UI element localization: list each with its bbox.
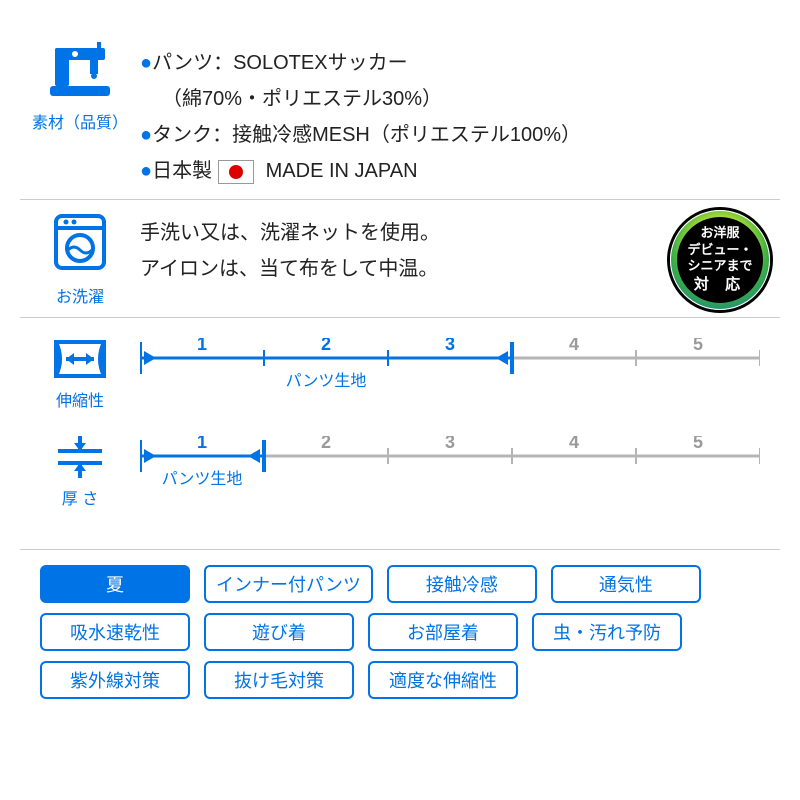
svg-text:2: 2 bbox=[321, 436, 331, 452]
material-section: 素材（品質） ●パンツ：SOLOTEXサッカー（綿70%・ポリエステル30%）●… bbox=[20, 30, 780, 200]
tag-item: 夏 bbox=[40, 565, 190, 603]
material-label: 素材（品質） bbox=[20, 109, 140, 133]
tags-section: 夏インナー付パンツ接触冷感通気性吸水速乾性遊び着お部屋着虫・汚れ予防紫外線対策抜… bbox=[20, 550, 780, 714]
svg-text:4: 4 bbox=[569, 436, 579, 452]
tag-item: 吸水速乾性 bbox=[40, 613, 190, 651]
tag-item: 適度な伸縮性 bbox=[368, 661, 518, 699]
age-badge: お洋服 デビュー・ シニアまで 対 応 bbox=[670, 210, 770, 310]
svg-text:4: 4 bbox=[569, 338, 579, 354]
made-in-text: MADE IN JAPAN bbox=[260, 160, 417, 182]
svg-text:3: 3 bbox=[445, 436, 455, 452]
tag-item: 虫・汚れ予防 bbox=[532, 613, 682, 651]
material-text: （綿70%・ポリエステル30%） bbox=[162, 88, 442, 110]
washing-machine-icon bbox=[48, 210, 112, 274]
svg-text:パンツ生地: パンツ生地 bbox=[286, 372, 367, 390]
wash-icon-col: お洗濯 bbox=[20, 210, 140, 307]
material-text: タンク：接触冷感MESH（ポリエステル100%） bbox=[152, 124, 581, 146]
bullet-icon: ● bbox=[140, 160, 152, 182]
tag-item: 抜け毛対策 bbox=[204, 661, 354, 699]
tag-item: 遊び着 bbox=[204, 613, 354, 651]
svg-text:パンツ生地: パンツ生地 bbox=[162, 470, 243, 488]
scale-label: 伸縮性 bbox=[20, 387, 140, 411]
scale-body: 1 2 3 4 5 パンツ生地 bbox=[140, 338, 760, 398]
badge-line1: お洋服 bbox=[700, 225, 739, 241]
bullet-icon: ● bbox=[140, 52, 152, 74]
bullet-icon: ● bbox=[140, 124, 152, 146]
tag-item: 通気性 bbox=[551, 565, 701, 603]
stretch-icon bbox=[20, 338, 140, 385]
sewing-machine-icon bbox=[45, 40, 115, 100]
badge-line3: シニアまで bbox=[687, 258, 752, 274]
japan-flag-icon bbox=[218, 160, 254, 184]
wash-section: お洗濯 手洗い又は、洗濯ネットを使用。アイロンは、当て布をして中温。 お洋服 デ… bbox=[20, 200, 780, 318]
badge-line4: 対 応 bbox=[694, 276, 746, 295]
thick-icon bbox=[20, 436, 140, 483]
material-line: ●パンツ：SOLOTEXサッカー bbox=[140, 45, 780, 81]
material-line: ●タンク：接触冷感MESH（ポリエステル100%） bbox=[140, 117, 780, 153]
age-badge-inner: お洋服 デビュー・ シニアまで 対 応 bbox=[677, 217, 763, 303]
badge-line2: デビュー・ bbox=[687, 242, 752, 258]
material-text: 日本製 bbox=[152, 160, 212, 182]
material-line: ●日本製 MADE IN JAPAN bbox=[140, 153, 780, 189]
material-text: パンツ：SOLOTEXサッカー bbox=[152, 52, 407, 74]
material-line: （綿70%・ポリエステル30%） bbox=[140, 81, 780, 117]
scale-icon-col: 厚 さ bbox=[20, 436, 140, 509]
svg-text:2: 2 bbox=[321, 338, 331, 354]
material-icon-col: 素材（品質） bbox=[20, 40, 140, 189]
svg-text:1: 1 bbox=[197, 436, 207, 452]
scales-section: 伸縮性 1 2 3 4 5 パンツ生地 厚 さ 1 2 3 4 5 パンツ生地 bbox=[20, 318, 780, 550]
scale-row-thick: 厚 さ 1 2 3 4 5 パンツ生地 bbox=[20, 436, 780, 509]
tag-item: 接触冷感 bbox=[387, 565, 537, 603]
material-content: ●パンツ：SOLOTEXサッカー（綿70%・ポリエステル30%）●タンク：接触冷… bbox=[140, 40, 780, 189]
scale-label: 厚 さ bbox=[20, 485, 140, 509]
svg-text:1: 1 bbox=[197, 338, 207, 354]
wash-label: お洗濯 bbox=[20, 283, 140, 307]
scale-icon-col: 伸縮性 bbox=[20, 338, 140, 411]
tag-item: 紫外線対策 bbox=[40, 661, 190, 699]
svg-text:5: 5 bbox=[693, 436, 703, 452]
scale-body: 1 2 3 4 5 パンツ生地 bbox=[140, 436, 760, 496]
tag-item: お部屋着 bbox=[368, 613, 518, 651]
scale-row-stretch: 伸縮性 1 2 3 4 5 パンツ生地 bbox=[20, 338, 780, 411]
svg-text:3: 3 bbox=[445, 338, 455, 354]
tag-item: インナー付パンツ bbox=[204, 565, 373, 603]
svg-text:5: 5 bbox=[693, 338, 703, 354]
